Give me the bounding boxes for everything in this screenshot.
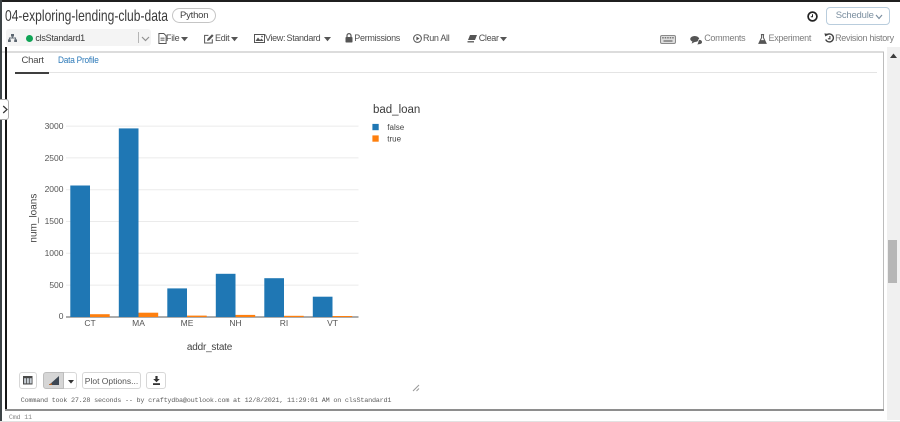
svg-text:bad_loan: bad_loan [373, 104, 420, 116]
svg-text:500: 500 [49, 280, 63, 290]
svg-text:2500: 2500 [45, 153, 64, 163]
svg-text:false: false [387, 123, 404, 132]
svg-text:true: true [387, 135, 401, 144]
svg-text:RI: RI [280, 318, 289, 328]
svg-text:0: 0 [59, 311, 64, 321]
svg-text:CT: CT [84, 318, 95, 328]
svg-text:num_loans: num_loans [28, 194, 39, 243]
svg-text:1500: 1500 [45, 216, 64, 226]
svg-text:NH: NH [229, 318, 241, 328]
svg-text:ME: ME [181, 318, 194, 328]
svg-text:VT: VT [327, 318, 338, 328]
svg-text:addr_state: addr_state [187, 342, 233, 353]
svg-text:2000: 2000 [45, 184, 64, 194]
svg-text:1000: 1000 [45, 248, 64, 258]
svg-text:3000: 3000 [45, 121, 64, 131]
svg-text:MA: MA [132, 318, 145, 328]
